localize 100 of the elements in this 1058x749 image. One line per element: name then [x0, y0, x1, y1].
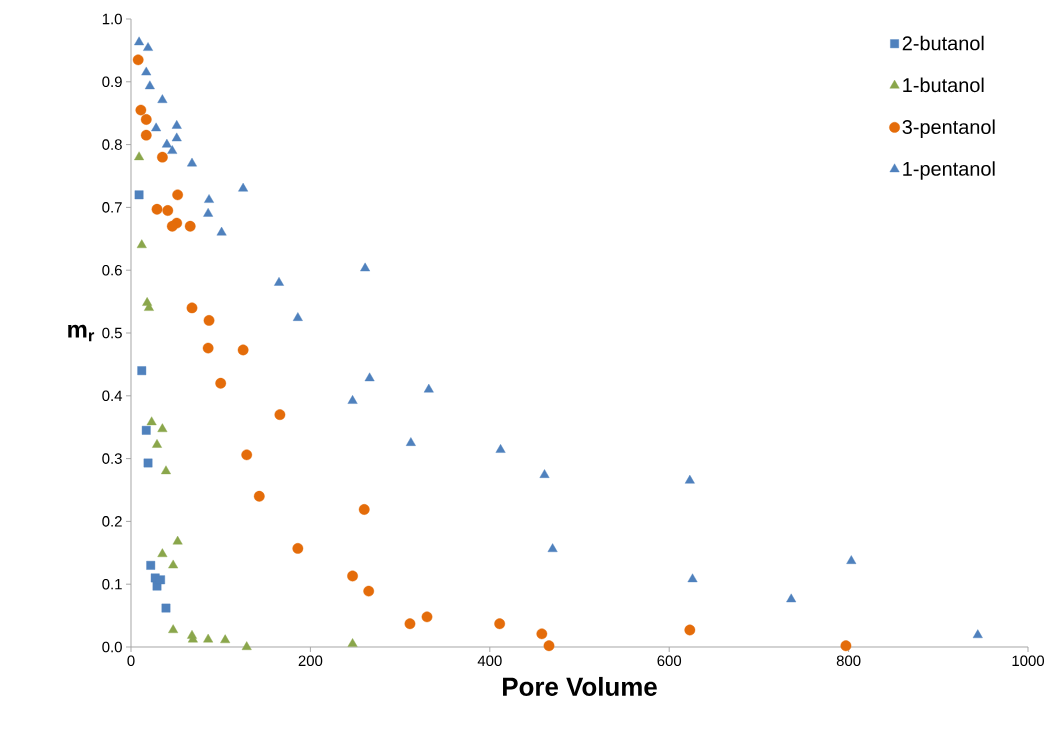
point	[495, 444, 506, 453]
point	[151, 122, 162, 132]
y-tick-label: 0.0	[102, 641, 122, 653]
y-tick-label: 0.7	[102, 202, 122, 213]
point	[157, 151, 168, 163]
point	[168, 624, 179, 633]
point	[135, 104, 147, 116]
point	[253, 490, 265, 502]
point	[143, 42, 153, 51]
point	[146, 416, 157, 426]
point	[220, 634, 231, 644]
point	[786, 593, 797, 603]
point	[134, 151, 145, 161]
point	[157, 548, 168, 557]
point	[172, 189, 184, 201]
point	[140, 114, 152, 125]
point	[238, 182, 249, 192]
point	[167, 145, 178, 154]
point	[171, 120, 182, 129]
point	[347, 638, 358, 647]
point	[172, 535, 183, 545]
point	[186, 302, 198, 314]
point	[539, 469, 550, 478]
point	[684, 624, 696, 636]
x-tick-label: 0	[127, 655, 135, 667]
x-tick-label: 200	[298, 655, 323, 667]
point	[216, 226, 227, 236]
point	[547, 543, 558, 552]
point	[137, 366, 147, 376]
point	[168, 559, 179, 569]
point	[241, 449, 253, 461]
point	[423, 383, 434, 393]
point	[166, 220, 178, 232]
point	[204, 194, 214, 203]
point	[972, 629, 983, 639]
point	[161, 465, 171, 475]
point	[203, 315, 215, 326]
y-tick-label: 0.4	[102, 390, 123, 402]
point	[157, 94, 168, 103]
point	[202, 342, 214, 354]
y-tick-label: 0.1	[102, 578, 122, 590]
point	[136, 239, 147, 249]
legend-label: 1-butanol	[903, 77, 984, 93]
point	[184, 220, 196, 232]
point	[846, 555, 857, 564]
point	[134, 36, 145, 46]
point	[187, 157, 197, 167]
point	[144, 80, 155, 90]
y-axis-title: m$_{r}$	[68, 324, 95, 342]
point	[274, 277, 284, 286]
point	[146, 560, 156, 570]
point	[187, 630, 197, 639]
point	[157, 423, 168, 433]
point	[143, 458, 153, 468]
point	[161, 138, 172, 148]
legend-label: 3-pentanol	[902, 119, 995, 138]
point	[543, 640, 555, 652]
legend-label: 2-butanol	[902, 35, 984, 51]
point	[684, 474, 695, 484]
y-tick-label: 0.9	[102, 76, 122, 88]
point	[494, 618, 506, 630]
y-tick-label: 0.5	[102, 327, 122, 339]
point	[347, 570, 358, 582]
y-tick-label: 1.0	[102, 13, 122, 25]
point	[203, 208, 214, 217]
y-tick-label: 0.2	[102, 516, 122, 527]
point	[363, 585, 375, 597]
legend-label: 1-pentanol	[903, 161, 995, 180]
point	[161, 603, 171, 613]
point	[274, 409, 286, 421]
y-tick-label: 0.6	[102, 264, 122, 276]
point	[237, 344, 249, 356]
point	[347, 395, 358, 404]
point	[840, 640, 852, 652]
point	[360, 262, 371, 272]
point	[405, 437, 416, 446]
y-tick-label: 0.8	[102, 139, 122, 150]
point	[162, 205, 174, 216]
point	[203, 633, 214, 643]
point	[358, 504, 370, 515]
point	[292, 312, 303, 321]
point	[151, 203, 163, 215]
point	[152, 439, 162, 448]
point	[215, 377, 227, 389]
point	[141, 66, 152, 76]
x-tick-label: 400	[477, 655, 502, 667]
point	[404, 618, 416, 630]
point	[141, 425, 151, 435]
x-tick-label: 800	[836, 655, 861, 667]
point	[421, 611, 433, 623]
point	[536, 628, 548, 640]
point	[132, 54, 144, 66]
x-tick-label: 1000	[1012, 655, 1045, 667]
point	[364, 372, 375, 382]
point	[241, 641, 252, 650]
point	[134, 190, 144, 200]
y-tick-label: 0.3	[102, 453, 122, 464]
point	[140, 129, 152, 141]
point	[171, 132, 182, 142]
point	[292, 543, 304, 554]
